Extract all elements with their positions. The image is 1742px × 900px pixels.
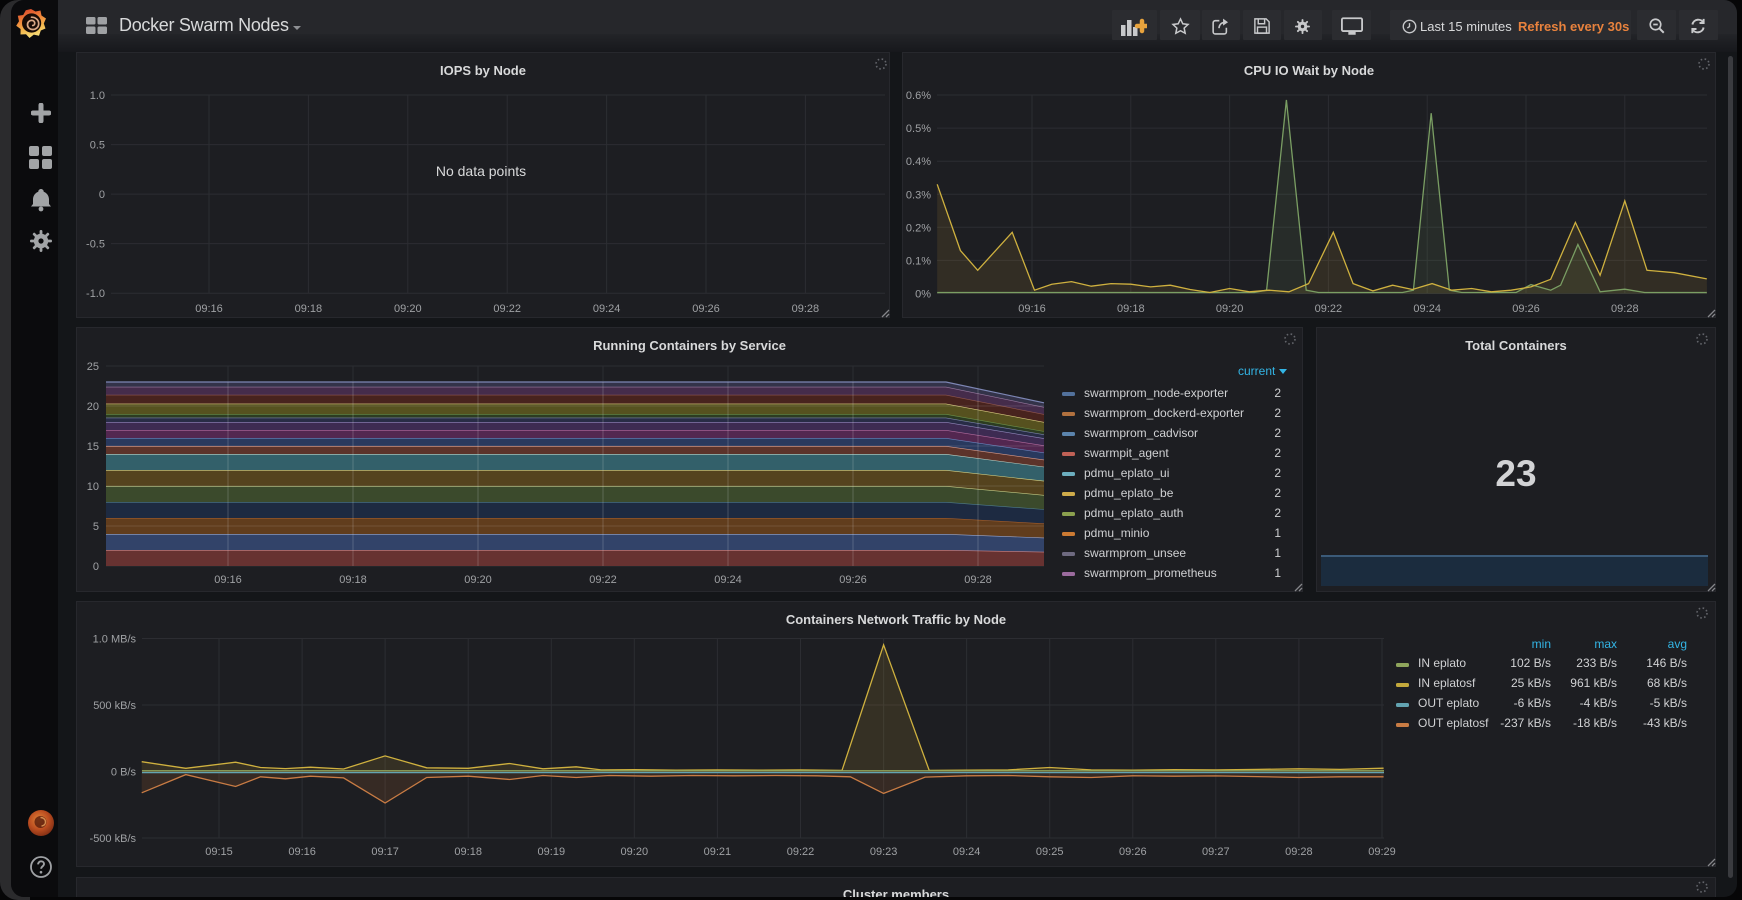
svg-text:500 kB/s: 500 kB/s bbox=[93, 700, 136, 712]
svg-text:20: 20 bbox=[87, 401, 99, 413]
svg-text:09:20: 09:20 bbox=[394, 303, 422, 315]
svg-text:09:28: 09:28 bbox=[1285, 846, 1313, 858]
svg-text:0.6%: 0.6% bbox=[906, 90, 931, 102]
svg-text:0: 0 bbox=[99, 189, 105, 201]
svg-text:25: 25 bbox=[87, 361, 99, 373]
svg-text:09:18: 09:18 bbox=[1117, 303, 1145, 315]
svg-text:0.5: 0.5 bbox=[90, 140, 105, 152]
svg-text:09:26: 09:26 bbox=[1119, 846, 1147, 858]
svg-text:0: 0 bbox=[93, 561, 99, 573]
svg-text:09:22: 09:22 bbox=[493, 303, 521, 315]
svg-text:10: 10 bbox=[87, 481, 99, 493]
svg-text:09:16: 09:16 bbox=[214, 574, 242, 586]
svg-text:5: 5 bbox=[93, 521, 99, 533]
svg-text:09:22: 09:22 bbox=[1315, 303, 1343, 315]
svg-text:09:24: 09:24 bbox=[953, 846, 981, 858]
svg-text:0 B/s: 0 B/s bbox=[111, 767, 137, 779]
svg-text:09:26: 09:26 bbox=[1512, 303, 1540, 315]
svg-text:09:28: 09:28 bbox=[964, 574, 992, 586]
svg-text:0.3%: 0.3% bbox=[906, 189, 931, 201]
svg-text:09:18: 09:18 bbox=[339, 574, 367, 586]
svg-text:09:26: 09:26 bbox=[692, 303, 720, 315]
svg-text:09:28: 09:28 bbox=[792, 303, 820, 315]
svg-text:-0.5: -0.5 bbox=[86, 239, 105, 251]
svg-text:-500 kB/s: -500 kB/s bbox=[90, 833, 137, 845]
svg-text:09:24: 09:24 bbox=[593, 303, 621, 315]
svg-text:09:15: 09:15 bbox=[205, 846, 233, 858]
svg-text:0%: 0% bbox=[915, 289, 931, 301]
svg-text:09:21: 09:21 bbox=[704, 846, 732, 858]
svg-text:09:23: 09:23 bbox=[870, 846, 898, 858]
svg-text:09:16: 09:16 bbox=[195, 303, 223, 315]
svg-text:1.0 MB/s: 1.0 MB/s bbox=[93, 634, 137, 646]
svg-text:0.1%: 0.1% bbox=[906, 255, 931, 267]
svg-text:-1.0: -1.0 bbox=[86, 288, 105, 300]
svg-text:09:26: 09:26 bbox=[839, 574, 867, 586]
svg-text:09:25: 09:25 bbox=[1036, 846, 1064, 858]
svg-text:15: 15 bbox=[87, 441, 99, 453]
svg-text:09:16: 09:16 bbox=[288, 846, 316, 858]
svg-text:1.0: 1.0 bbox=[90, 90, 105, 102]
svg-text:09:20: 09:20 bbox=[1216, 303, 1244, 315]
svg-text:09:19: 09:19 bbox=[538, 846, 566, 858]
svg-text:09:18: 09:18 bbox=[454, 846, 482, 858]
svg-text:No data points: No data points bbox=[436, 163, 526, 179]
svg-text:09:29: 09:29 bbox=[1368, 846, 1396, 858]
svg-text:09:22: 09:22 bbox=[589, 574, 617, 586]
svg-text:09:18: 09:18 bbox=[295, 303, 323, 315]
svg-text:09:16: 09:16 bbox=[1018, 303, 1046, 315]
svg-text:09:24: 09:24 bbox=[714, 574, 742, 586]
svg-text:09:17: 09:17 bbox=[371, 846, 399, 858]
svg-text:0.4%: 0.4% bbox=[906, 156, 931, 168]
svg-text:09:20: 09:20 bbox=[464, 574, 492, 586]
svg-text:0.5%: 0.5% bbox=[906, 123, 931, 135]
svg-text:09:27: 09:27 bbox=[1202, 846, 1230, 858]
svg-text:09:28: 09:28 bbox=[1611, 303, 1639, 315]
svg-text:0.2%: 0.2% bbox=[906, 222, 931, 234]
svg-text:09:20: 09:20 bbox=[621, 846, 649, 858]
svg-text:09:22: 09:22 bbox=[787, 846, 815, 858]
svg-text:09:24: 09:24 bbox=[1413, 303, 1441, 315]
